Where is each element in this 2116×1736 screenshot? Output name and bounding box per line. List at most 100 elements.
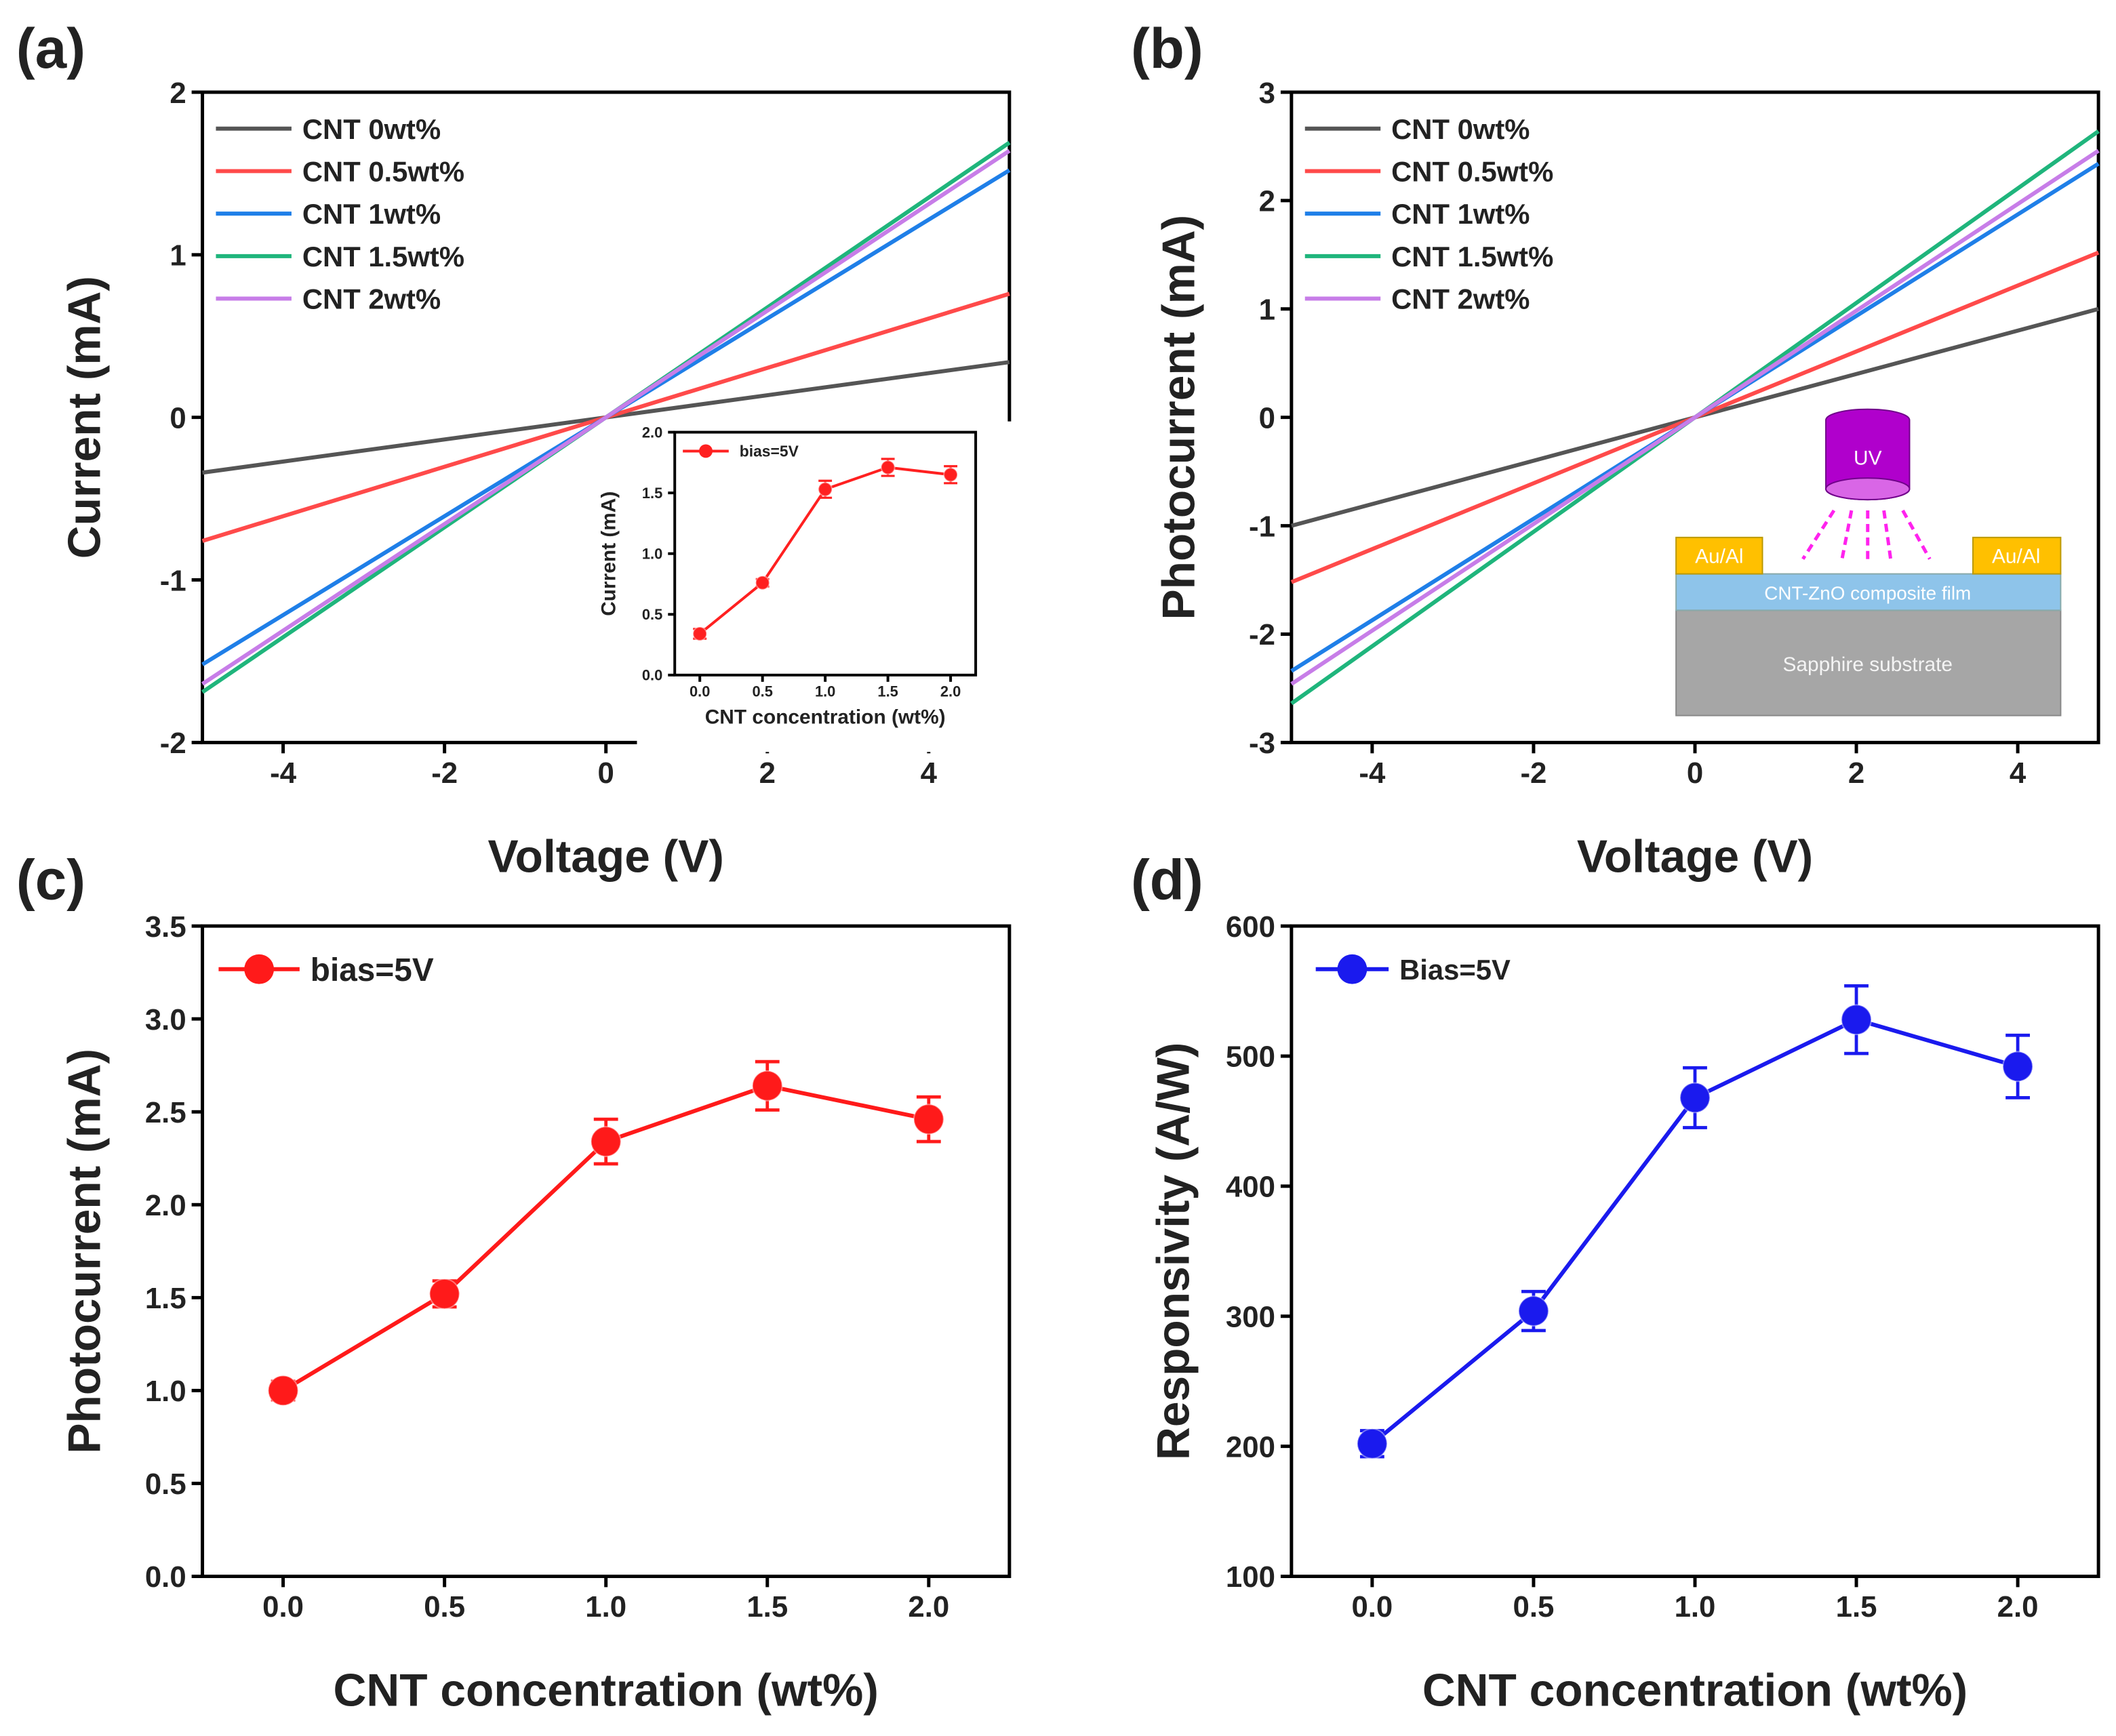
device-diagram: Sapphire substrate CNT-ZnO composite film… xyxy=(1675,408,2062,716)
x-tick-label: 2 xyxy=(759,756,776,790)
x-tick-label: 0.0 xyxy=(262,1590,304,1623)
legend-label: CNT 2wt% xyxy=(302,283,441,315)
y-tick-label: 1.5 xyxy=(145,1282,186,1315)
data-point xyxy=(1518,1295,1549,1327)
data-point xyxy=(692,626,708,641)
legend-label: bias=5V xyxy=(740,443,799,460)
data-point xyxy=(267,1375,299,1407)
x-axis-title: CNT concentration (wt%) xyxy=(334,1666,879,1716)
y-tick-label: 2 xyxy=(169,77,186,110)
panel-label: (a) xyxy=(16,16,85,80)
x-tick-label: -2 xyxy=(431,756,458,790)
y-tick-label: 1.0 xyxy=(145,1375,186,1408)
panel-label: (d) xyxy=(1131,847,1203,911)
inset-chart: 0.0 0.5 1.0 1.5 2.0 0.0 0.5 1.0 1.5 2.0 CNT concen… xyxy=(598,421,1019,752)
uv-label: UV xyxy=(1854,447,1882,469)
y-tick-label: 0.5 xyxy=(145,1468,186,1501)
legend-marker xyxy=(1337,954,1368,984)
legend-marker xyxy=(244,954,275,984)
y-tick-label: 1.5 xyxy=(642,485,662,502)
y-axis-title: Responsivity (A/W) xyxy=(1149,1043,1199,1460)
x-tick-label: 0.0 xyxy=(690,683,710,700)
film-layer xyxy=(1675,573,2062,611)
legend-label: CNT 0.5wt% xyxy=(302,155,464,187)
y-tick-label: 0.5 xyxy=(642,606,662,623)
x-tick-label: -4 xyxy=(1359,756,1386,790)
y-tick-label: 2 xyxy=(1259,185,1275,218)
uv-ray xyxy=(1882,510,1893,560)
data-point xyxy=(428,1278,460,1310)
uv-lamp-face xyxy=(1825,477,1911,501)
electrode-right-label: Au/Al xyxy=(1992,546,2040,568)
legend-label: CNT 0wt% xyxy=(1391,113,1530,145)
x-axis-title: Voltage (V) xyxy=(1577,831,1813,882)
data-point xyxy=(1679,1082,1711,1114)
data-point xyxy=(751,1070,783,1102)
x-tick-label: 0.5 xyxy=(752,683,772,700)
y-tick-label: 0.0 xyxy=(145,1560,186,1594)
y-axis-title: Current (mA) xyxy=(59,276,110,559)
x-tick-label: 0.5 xyxy=(424,1590,465,1623)
data-point xyxy=(943,467,959,483)
y-tick-label: 500 xyxy=(1226,1041,1275,1074)
electrode-right xyxy=(1972,536,2062,575)
x-tick-label: 0 xyxy=(1687,756,1703,790)
plot-frame xyxy=(1290,924,2100,1578)
uv-ray xyxy=(1840,510,1854,560)
uv-ray xyxy=(1901,509,1932,560)
y-tick-label: 1.0 xyxy=(642,546,662,563)
y-tick-label: -3 xyxy=(1249,727,1275,760)
chart-panel: 0.0 0.5 1.0 1.5 2.0 100 200 300 400 500 600 CNT con… xyxy=(1131,847,2100,1716)
y-tick-label: 0.0 xyxy=(642,667,662,684)
x-tick-label: 1.0 xyxy=(1675,1590,1716,1623)
uv-ray xyxy=(1801,509,1836,561)
x-tick-label: 0.5 xyxy=(1513,1590,1555,1623)
y-tick-label: 600 xyxy=(1226,910,1275,944)
x-tick-label: 1.5 xyxy=(1836,1590,1877,1623)
panel-label: (c) xyxy=(16,847,85,911)
legend-label: bias=5V xyxy=(311,952,434,988)
x-tick-label: 2.0 xyxy=(908,1590,949,1623)
data-point xyxy=(590,1126,622,1157)
chart-panel: 0.0 0.5 1.0 1.5 2.0 0.0 0.5 1.0 1.5 2.0 2.5 3.0 3.5 C… xyxy=(16,847,1012,1716)
legend-label: CNT 0wt% xyxy=(302,113,441,145)
electrode-left-label: Au/Al xyxy=(1695,546,1743,568)
plot-frame xyxy=(201,924,1012,1578)
y-tick-label: 2.0 xyxy=(145,1189,186,1222)
panel-label: (b) xyxy=(1131,16,1203,80)
series-line xyxy=(1290,148,2100,686)
x-tick-label: 2.0 xyxy=(1997,1590,2039,1623)
chart-panel: -4 -2 0 2 4 -3 -2 -1 0 1 2 3 Voltage (V) Photocurrent… xyxy=(1131,16,2100,882)
x-axis-title: Voltage (V) xyxy=(488,831,724,882)
y-tick-label: 400 xyxy=(1226,1171,1275,1204)
data-point xyxy=(755,575,770,590)
y-tick-label: 3 xyxy=(1259,77,1275,110)
y-tick-label: 2.0 xyxy=(642,424,662,441)
x-tick-label: 1.0 xyxy=(585,1590,626,1623)
legend-label: CNT 2wt% xyxy=(1391,283,1530,315)
series-line xyxy=(201,148,1011,686)
legend-marker xyxy=(699,444,713,458)
substrate-layer xyxy=(1675,609,2062,716)
x-tick-label: 4 xyxy=(2010,756,2027,790)
legend-label: CNT 1.5wt% xyxy=(1391,241,1553,272)
legend-label: CNT 1wt% xyxy=(302,198,441,230)
legend-label: CNT 1wt% xyxy=(1391,198,1530,230)
data-point xyxy=(2002,1051,2033,1083)
y-axis-title: Current (mA) xyxy=(598,491,620,616)
y-tick-label: 2.5 xyxy=(145,1096,186,1129)
y-tick-label: 200 xyxy=(1226,1430,1275,1464)
x-tick-label: 0 xyxy=(598,756,614,790)
x-tick-label: -2 xyxy=(1520,756,1546,790)
y-axis-title: Photocurrent (mA) xyxy=(1154,215,1205,620)
y-tick-label: 1 xyxy=(1259,294,1275,327)
chart-panel: -4 -2 0 2 4 -2 -1 0 1 2 Voltage (V) Current (mA) CNT… xyxy=(16,16,1012,882)
data-point xyxy=(1841,1004,1872,1036)
x-tick-label: 4 xyxy=(921,756,938,790)
legend-label: CNT 1.5wt% xyxy=(302,241,464,272)
y-tick-label: -2 xyxy=(160,727,186,760)
electrode-left xyxy=(1675,536,1763,575)
y-axis-title: Photocurrent (mA) xyxy=(59,1049,110,1454)
y-tick-label: 100 xyxy=(1226,1560,1275,1594)
